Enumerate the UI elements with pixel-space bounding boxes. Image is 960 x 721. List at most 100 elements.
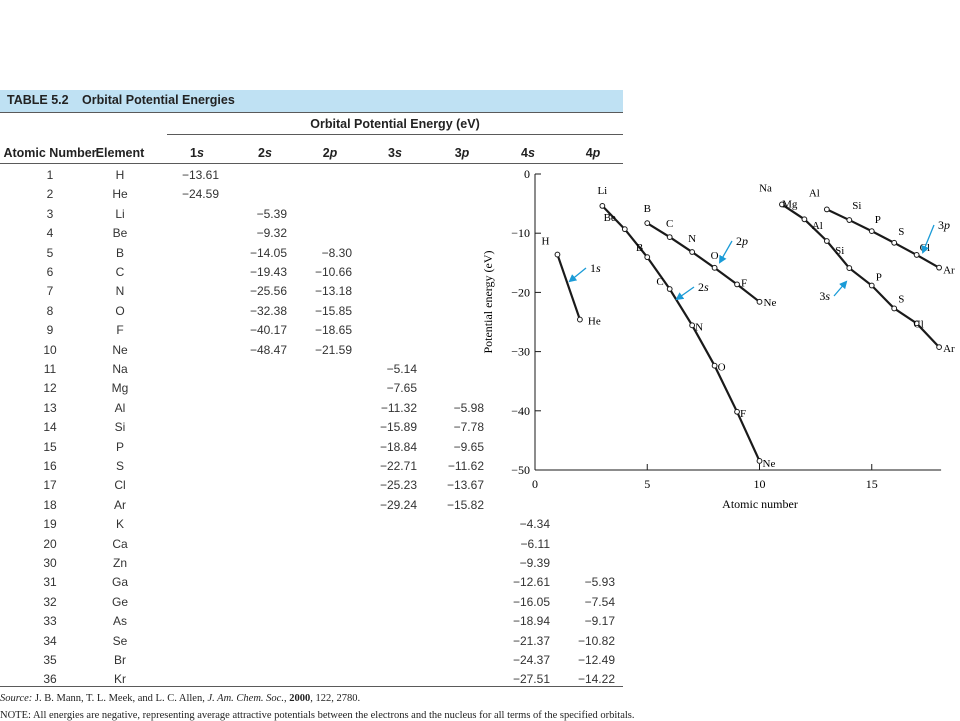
series-label-letter: p xyxy=(943,218,950,232)
energy-cell-4s: −16.05 xyxy=(512,594,550,609)
energy-cell-3s: −11.32 xyxy=(380,400,417,415)
energy-cell-2s: −5.39 xyxy=(256,206,287,221)
series-label-letter: s xyxy=(704,280,709,294)
energy-cell-3s: −7.65 xyxy=(386,381,417,396)
point-label: B xyxy=(644,203,651,215)
data-point-2s xyxy=(756,458,763,464)
data-point-2p xyxy=(756,298,763,305)
table-row: 35 Br −24.37 −12.49 xyxy=(0,650,623,669)
atomic-number-cell: 12 xyxy=(43,381,57,396)
atomic-number-cell: 11 xyxy=(43,362,57,376)
orbital-number: 1 xyxy=(190,146,197,160)
point-label: N xyxy=(688,233,696,245)
series-label-2p: 2p xyxy=(736,234,748,248)
atomic-number-cell: 36 xyxy=(43,672,57,687)
energy-cell-4s: −18.94 xyxy=(512,614,550,629)
orbital-letter: p xyxy=(592,146,601,160)
table-row: 3 Li −5.39 xyxy=(0,204,623,223)
energy-cell-1s: −13.61 xyxy=(181,168,219,182)
table-row: 9 F −40.17 −18.65 xyxy=(0,320,623,339)
atomic-number-cell: 15 xyxy=(43,439,57,454)
energy-cell-2p: −10.66 xyxy=(314,265,352,279)
table-row: 2 He −24.59 xyxy=(0,184,623,203)
data-point-2p xyxy=(689,249,696,255)
source-note: Source: J. B. Mann, T. L. Meek, and L. C… xyxy=(0,693,361,704)
col-orbital-2s: 2s xyxy=(258,146,272,160)
point-label: Si xyxy=(835,245,844,257)
table-row: 7 N −25.56 −13.18 xyxy=(0,281,623,300)
col-orbital-3s: 3s xyxy=(388,146,402,160)
orbital-letter: s xyxy=(395,146,402,160)
energy-cell-4p: −12.49 xyxy=(577,653,615,667)
data-point-3s xyxy=(779,201,785,208)
table-row: 17 Cl −25.23 −13.67 xyxy=(0,475,623,494)
data-point-3s xyxy=(823,238,830,244)
atomic-number-cell: 31 xyxy=(43,575,57,590)
energy-cell-3s: −25.23 xyxy=(379,478,417,493)
source-journal: J. Am. Chem. Soc. xyxy=(207,693,284,704)
data-point-2p xyxy=(644,220,651,227)
energy-cell-3p: −15.82 xyxy=(446,497,484,512)
data-point-2s xyxy=(734,408,740,415)
atomic-number-cell: 16 xyxy=(43,459,57,473)
orbital-number: 3 xyxy=(454,146,462,160)
source-label: Source: xyxy=(0,693,33,704)
point-label: O xyxy=(718,362,726,374)
source-rest: , 122, 2780. xyxy=(310,693,361,704)
orbital-letter: s xyxy=(265,146,272,160)
energy-cell-2p: −13.18 xyxy=(314,284,352,299)
col-orbital-4p: 4p xyxy=(586,146,601,160)
table-row: 36 Kr −27.51 −14.22 xyxy=(0,669,623,688)
point-label: Ar xyxy=(943,265,955,277)
energy-cell-1s: −24.59 xyxy=(181,187,219,202)
data-point-2s xyxy=(599,203,606,209)
point-label: Cl xyxy=(913,318,923,330)
x-tick-label: 0 xyxy=(532,477,538,491)
point-label: Al xyxy=(809,187,820,199)
data-point-2p xyxy=(666,234,673,241)
table-label: TABLE 5.2 xyxy=(7,93,69,107)
atomic-number-cell: 14 xyxy=(43,420,57,435)
point-label: Ne xyxy=(764,297,777,309)
y-tick-label: −30 xyxy=(511,345,530,359)
element-cell: Na xyxy=(112,362,128,376)
point-label: P xyxy=(875,214,881,226)
energy-cell-4s: −24.37 xyxy=(512,653,550,667)
data-point-2s xyxy=(711,362,718,369)
energy-cell-4s: −27.51 xyxy=(512,672,550,687)
data-point-3p xyxy=(846,217,853,223)
series-label-3s: 3s xyxy=(819,289,830,303)
series-line-3s xyxy=(781,203,940,348)
data-point-3p xyxy=(936,264,943,271)
y-tick-label: −40 xyxy=(511,404,530,418)
table-title: Orbital Potential Energies xyxy=(82,93,235,107)
element-cell: Mg xyxy=(111,381,129,396)
element-cell: Zn xyxy=(112,556,128,570)
data-point-3s xyxy=(801,216,808,223)
series-2p: B C N O F Ne xyxy=(644,203,777,309)
point-label: O xyxy=(711,250,719,262)
orbital-letter: p xyxy=(461,146,470,160)
element-cell: Ga xyxy=(111,575,129,590)
table-row: 20 Ca −6.11 xyxy=(0,534,623,553)
table-row: 14 Si −15.89 −7.78 xyxy=(0,417,623,436)
element-cell: Ge xyxy=(111,594,129,609)
element-cell: Cl xyxy=(114,478,126,493)
element-cell: Al xyxy=(114,400,126,415)
series-label-number: 3 xyxy=(938,218,944,232)
point-label: B xyxy=(636,242,643,254)
orbital-energy-chart: 0−10−20−30−40−500 5 10 15 HHeLiBeBCNOFNeBCN… xyxy=(481,167,955,511)
energy-cell-4s: −6.11 xyxy=(520,536,550,551)
atomic-number-cell: 34 xyxy=(43,633,57,648)
table-row: 8 O −32.38 −15.85 xyxy=(0,301,623,320)
series-label-number: 1 xyxy=(590,261,596,275)
element-cell: As xyxy=(112,614,128,629)
data-point-3s xyxy=(913,320,920,327)
energy-cell-4p: −10.82 xyxy=(577,633,615,648)
data-point-2s xyxy=(621,226,628,233)
data-point-3s xyxy=(936,344,943,351)
element-cell: Kr xyxy=(114,672,126,687)
data-point-2s xyxy=(689,322,696,329)
series-label-2s: 2s xyxy=(698,280,709,294)
